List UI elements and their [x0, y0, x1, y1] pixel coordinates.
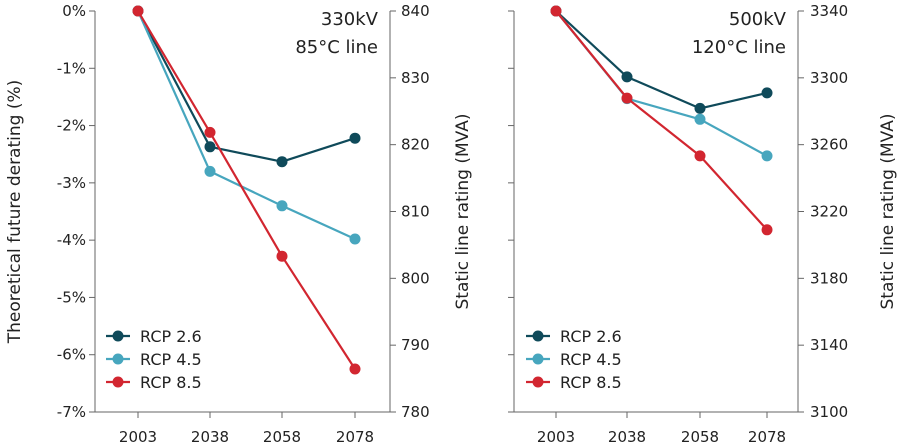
legend-swatch-marker	[532, 376, 544, 388]
data-point	[694, 102, 706, 114]
right-tick-label: 840	[401, 2, 430, 20]
legend-label: RCP 2.6	[560, 327, 622, 346]
data-point	[621, 71, 633, 83]
data-point	[761, 224, 773, 236]
x-tick-label: 2058	[681, 428, 719, 446]
series-line-rcp-4-5	[136, 10, 356, 241]
data-point	[132, 5, 144, 17]
panel-title-line: 500kV	[729, 9, 787, 30]
right-axis-title: Static line rating (MVA)	[453, 114, 473, 310]
x-tick-label: 2038	[608, 428, 646, 446]
data-point	[276, 200, 288, 212]
legend-swatch-marker	[112, 376, 124, 388]
right-tick-label: 820	[401, 136, 430, 154]
data-point	[349, 132, 361, 144]
legend-swatch-marker	[532, 330, 544, 342]
legend-swatch-marker	[112, 330, 124, 342]
data-point	[694, 150, 706, 162]
series-line-rcp-2-6	[555, 10, 768, 110]
data-point	[204, 165, 216, 177]
right-axis-title: Static line rating (MVA)	[878, 114, 898, 310]
data-point	[349, 363, 361, 375]
data-point	[204, 126, 216, 138]
panel-title-line: 85°C line	[295, 37, 378, 58]
right-tick-label: 3140	[810, 336, 848, 354]
right-tick-label: 3220	[810, 203, 848, 221]
data-point	[204, 141, 216, 153]
left-tick-label: 0%	[62, 2, 86, 20]
series-line-rcp-4-5	[555, 10, 768, 157]
left-tick-label: -5%	[57, 288, 86, 306]
panel-title-line: 120°C line	[692, 37, 786, 58]
x-tick-label: 2078	[336, 428, 374, 446]
x-tick-label: 2003	[537, 428, 575, 446]
data-point	[761, 150, 773, 162]
data-point	[621, 92, 633, 104]
x-tick-label: 2058	[263, 428, 301, 446]
data-point	[349, 233, 361, 245]
left-tick-label: -6%	[57, 346, 86, 364]
x-tick-label: 2078	[748, 428, 786, 446]
data-point	[276, 250, 288, 262]
panel-title-line: 330kV	[321, 9, 379, 30]
data-point	[694, 113, 706, 125]
series-line-rcp-8-5	[555, 10, 768, 231]
data-point	[550, 5, 562, 17]
left-tick-label: -1%	[57, 59, 86, 77]
right-tick-label: 3300	[810, 69, 848, 87]
legend-label: RCP 2.6	[140, 327, 202, 346]
right-tick-label: 830	[401, 69, 430, 87]
left-tick-label: -2%	[57, 117, 86, 135]
right-tick-label: 3340	[810, 2, 848, 20]
legend-swatch-marker	[532, 353, 544, 365]
left-tick-label: -7%	[57, 403, 86, 421]
left-axis-title: Theoretical future derating (%)	[5, 80, 25, 344]
x-tick-label: 2003	[119, 428, 157, 446]
left-tick-label: -3%	[57, 174, 86, 192]
data-point	[276, 156, 288, 168]
right-tick-label: 780	[401, 403, 430, 421]
legend-label: RCP 4.5	[560, 350, 622, 369]
x-tick-label: 2038	[191, 428, 229, 446]
legend-label: RCP 4.5	[140, 350, 202, 369]
legend-swatch-marker	[112, 353, 124, 365]
right-tick-label: 3180	[810, 269, 848, 287]
right-tick-label: 810	[401, 203, 430, 221]
series-line-rcp-2-6	[137, 10, 356, 163]
data-point	[761, 87, 773, 99]
right-tick-label: 800	[401, 269, 430, 287]
right-tick-label: 3260	[810, 136, 848, 154]
right-tick-label: 3100	[810, 403, 848, 421]
legend-label: RCP 8.5	[140, 373, 202, 392]
series-line-rcp-8-5	[137, 10, 356, 370]
left-tick-label: -4%	[57, 231, 86, 249]
right-tick-label: 790	[401, 336, 430, 354]
legend-label: RCP 8.5	[560, 373, 622, 392]
